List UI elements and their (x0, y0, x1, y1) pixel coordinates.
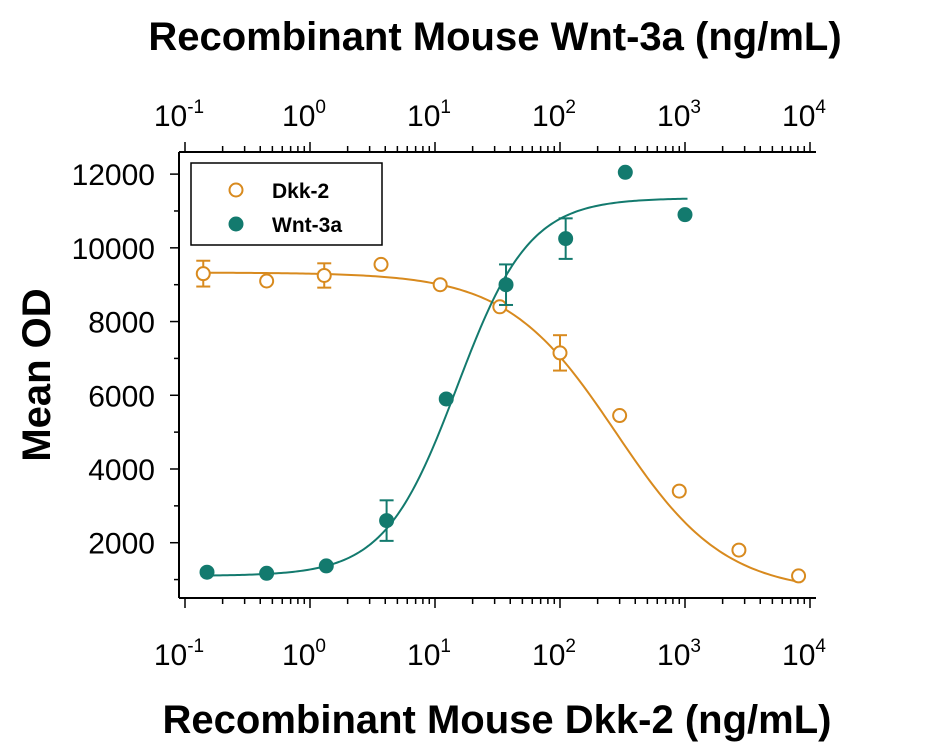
y-tick-label: 6000 (88, 380, 155, 413)
tick-exponent: 2 (565, 97, 576, 118)
data-points (195, 164, 807, 584)
top-x-tick-label: 10-1 (154, 97, 204, 133)
tick-exponent: 2 (565, 636, 576, 657)
point-wnt-3a (318, 558, 334, 574)
tick-base: 10 (282, 100, 315, 133)
tick-exponent: 0 (315, 97, 326, 118)
y-tick-label: 8000 (88, 307, 155, 340)
tick-exponent: 1 (440, 97, 451, 118)
tick-base: 10 (407, 639, 440, 672)
top-x-tick-label: 101 (407, 97, 451, 133)
tick-base: 10 (657, 639, 690, 672)
bottom-axis-title: Recombinant Mouse Dkk-2 (ng/mL) (163, 698, 832, 742)
tick-base: 10 (532, 639, 565, 672)
point-wnt-3a (259, 565, 275, 581)
tick-base: 10 (782, 639, 815, 672)
point-wnt-3a (558, 231, 574, 247)
top-x-tick-label: 102 (532, 97, 576, 133)
bottom-x-tick-label: 103 (657, 636, 701, 672)
tick-exponent: 1 (440, 636, 451, 657)
legend-label-wnt-3a: Wnt-3a (272, 214, 342, 237)
point-dkk-2 (316, 267, 332, 283)
legend-box (190, 162, 383, 246)
legend-marker-wnt-3a (228, 216, 244, 232)
tick-exponent: 3 (690, 636, 701, 657)
point-dkk-2 (492, 299, 508, 315)
top-x-tick-label: 104 (782, 97, 826, 133)
bottom-x-tick-label: 100 (282, 636, 326, 672)
tick-exponent: -1 (187, 636, 204, 657)
point-wnt-3a (498, 277, 514, 293)
tick-exponent: 4 (815, 636, 826, 657)
tick-base: 10 (657, 100, 690, 133)
y-tick-label: 4000 (88, 454, 155, 487)
y-tick-label: 12000 (72, 159, 155, 192)
point-dkk-2 (432, 277, 448, 293)
tick-base: 10 (532, 100, 565, 133)
point-dkk-2 (259, 273, 275, 289)
point-dkk-2 (373, 256, 389, 272)
bottom-x-tick-label: 102 (532, 636, 576, 672)
y-axis-title: Mean OD (15, 288, 59, 461)
fit-curve-dkk-2 (197, 271, 802, 584)
top-x-tick-label: 103 (657, 97, 701, 133)
point-dkk-2 (731, 542, 747, 558)
point-dkk-2 (671, 483, 687, 499)
fit-curves (197, 197, 802, 584)
tick-exponent: 4 (815, 97, 826, 118)
point-dkk-2 (195, 266, 211, 282)
tick-base: 10 (282, 639, 315, 672)
legend: Dkk-2 Wnt-3a (190, 162, 383, 246)
tick-base: 10 (154, 100, 187, 133)
legend-label-dkk-2: Dkk-2 (272, 180, 329, 203)
tick-exponent: -1 (187, 97, 204, 118)
y-tick-label: 2000 (88, 528, 155, 561)
point-wnt-3a (379, 513, 395, 529)
point-wnt-3a (617, 164, 633, 180)
tick-base: 10 (782, 100, 815, 133)
point-wnt-3a (438, 391, 454, 407)
point-dkk-2 (791, 568, 807, 584)
point-dkk-2 (612, 408, 628, 424)
fit-curve-wnt-3a (200, 197, 688, 577)
top-x-tick-label: 100 (282, 97, 326, 133)
point-wnt-3a (199, 564, 215, 580)
tick-exponent: 3 (690, 97, 701, 118)
bottom-x-tick-label: 104 (782, 636, 826, 672)
tick-base: 10 (407, 100, 440, 133)
tick-exponent: 0 (315, 636, 326, 657)
axes: 10-110-110010010110110210210310310410420… (72, 97, 827, 672)
bottom-x-tick-label: 10-1 (154, 636, 204, 672)
point-wnt-3a (677, 207, 693, 223)
legend-marker-dkk-2 (228, 182, 244, 198)
y-tick-label: 10000 (72, 233, 155, 266)
top-axis-title: Recombinant Mouse Wnt-3a (ng/mL) (148, 15, 841, 59)
tick-base: 10 (154, 639, 187, 672)
bottom-x-tick-label: 101 (407, 636, 451, 672)
point-dkk-2 (552, 345, 568, 361)
